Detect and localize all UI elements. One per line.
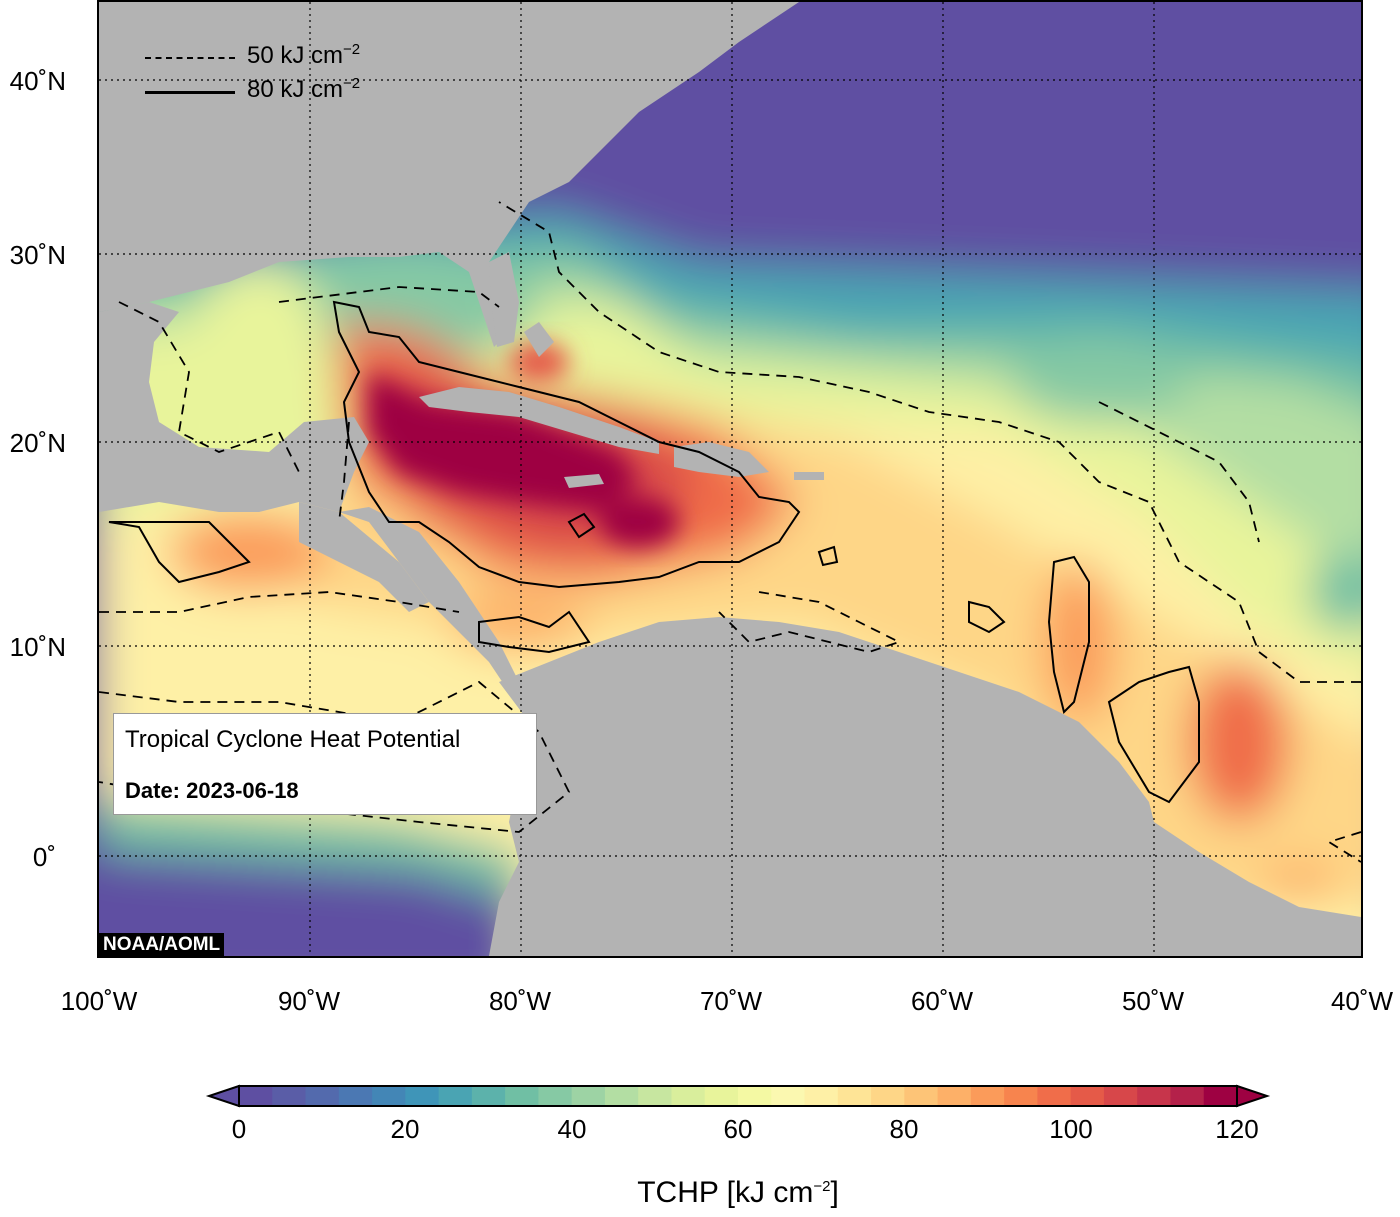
colorbar-cell [738,1086,772,1106]
colorbar-cell [1037,1086,1072,1106]
colorbar-max-arrow [1236,1084,1271,1108]
colorbar-cell [372,1086,406,1106]
colorbar-cell [904,1086,939,1106]
legend-exponent: −2 [343,41,361,58]
lon-label: 100˚W [60,986,138,1016]
colorbar-tick-label: 120 [1215,1114,1259,1144]
colorbar-tick-label: 80 [889,1114,919,1144]
colorbar-cell [239,1086,273,1106]
dashed-line-icon [145,57,235,59]
lat-label: 30˚N [9,240,66,270]
contour-80 [108,300,1200,804]
colorbar-cell [1004,1086,1038,1106]
lon-label: 40˚W [1330,986,1394,1016]
map-title: Tropical Cyclone Heat Potential [125,726,461,753]
colorbar-cell [1103,1086,1138,1106]
colorbar-title-exponent: −2 [813,1178,831,1195]
colorbar-tick-label: 20 [390,1114,420,1144]
contour-50 [99,201,1361,863]
lon-label: 80˚W [488,986,552,1016]
legend-exponent: −2 [343,75,361,92]
credit-label: NOAA/AOML [99,933,225,956]
legend-entry-solid: 80 kJ cm−2 [145,76,405,106]
map-date: Date: 2023-06-18 [125,778,299,803]
lat-label: 20˚N [9,428,66,458]
colorbar-cell [305,1086,340,1106]
lon-label: 70˚W [699,986,763,1016]
colorbar-cell [671,1086,706,1106]
colorbar-cell [604,1086,639,1106]
colorbar-cell [438,1086,473,1106]
legend-entry-dashed: 50 kJ cm−2 [145,42,405,72]
colorbar-cell [272,1086,307,1106]
colorbar-cell [937,1086,972,1106]
lat-label: 40˚N [9,66,66,96]
info-box: Tropical Cyclone Heat Potential Date: 20… [113,713,537,815]
lon-label: 60˚W [910,986,974,1016]
colorbar [205,1084,1271,1108]
colorbar-cell [1137,1086,1171,1106]
colorbar-cell [505,1086,539,1106]
lat-label: 10˚N [9,632,66,662]
legend-label: 80 kJ cm [247,76,344,103]
colorbar-title-close: ] [830,1176,839,1209]
colorbar-cell [405,1086,440,1106]
colorbar-min-arrow [205,1084,240,1108]
colorbar-cell [471,1086,506,1106]
colorbar-tick-label: 100 [1049,1114,1093,1144]
lon-label: 90˚W [277,986,341,1016]
lat-label: 0˚ [32,842,56,872]
colorbar-tick-label: 40 [557,1114,587,1144]
colorbar-cell [871,1086,905,1106]
colorbar-frame [238,1085,1238,1107]
colorbar-cell [771,1086,806,1106]
colorbar-cell [970,1086,1005,1106]
graticule [99,2,1361,956]
colorbar-title: TCHP [kJ cm−2] [637,1176,839,1210]
colorbar-cell [338,1086,373,1106]
legend-label: 50 kJ cm [247,42,344,69]
land [99,2,1361,956]
colorbar-title-text: TCHP [kJ cm [637,1176,814,1209]
colorbar-cell [704,1086,739,1106]
colorbar-tick-label: 0 [231,1114,247,1144]
colorbar-cell [837,1086,872,1106]
lon-label: 50˚W [1121,986,1185,1016]
colorbar-cell [1070,1086,1105,1106]
colorbar-cell [571,1086,606,1106]
colorbar-tick-label: 60 [723,1114,753,1144]
colorbar-cell [1170,1086,1205,1106]
colorbar-cell [638,1086,672,1106]
colorbar-cells [205,1084,1271,1108]
colorbar-cell [538,1086,573,1106]
colorbar-cell [1203,1086,1238,1106]
colorbar-cell [804,1086,839,1106]
solid-line-icon [145,91,235,94]
